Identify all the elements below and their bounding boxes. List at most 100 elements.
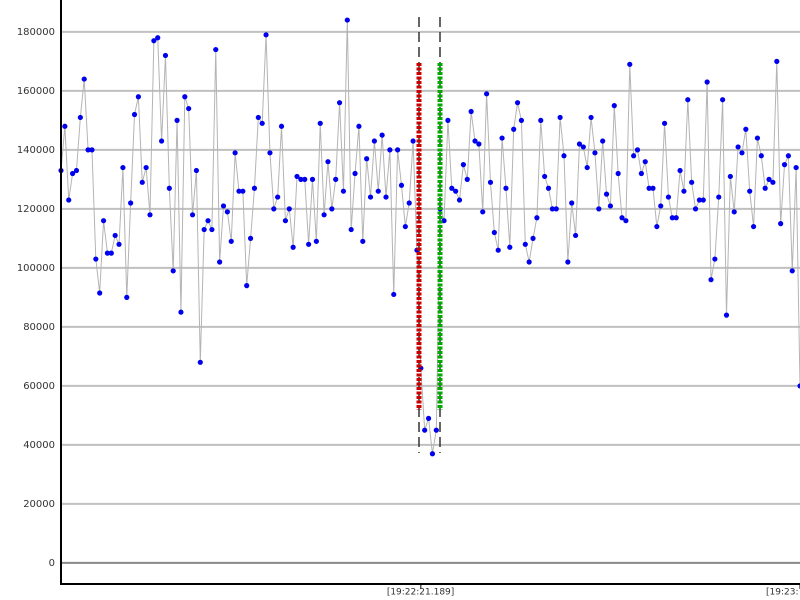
data-point [778,221,784,227]
data-point [174,117,180,123]
data-point [596,206,602,212]
data-point [217,259,223,265]
data-point [743,126,749,132]
y-tick-label: 0 [49,558,55,569]
series-line [60,20,800,454]
data-point [623,218,629,224]
data-point [731,209,737,215]
data-point [534,215,540,221]
data-point [661,120,668,126]
data-point [306,241,312,247]
data-point [348,226,354,233]
data-point [669,215,675,221]
y-tick-label: 180000 [17,27,55,38]
data-point [244,282,250,289]
data-point [425,415,432,421]
data-point [572,232,579,239]
data-point [232,150,238,156]
data-point [286,206,292,212]
data-point [224,209,230,215]
data-point [81,76,87,82]
data-point [108,250,114,256]
data-point [754,135,761,141]
data-point [205,218,211,224]
data-point [395,147,401,153]
data-point [97,290,103,296]
data-point [112,232,118,239]
data-point [712,256,718,262]
data-point [723,312,730,318]
data-point [344,17,350,23]
y-tick-label: 20000 [23,499,55,510]
data-point [294,173,300,180]
data-point [507,244,513,250]
data-point [317,120,323,126]
data-point [514,100,521,106]
data-point [700,197,706,203]
data-point [646,185,652,191]
data-point [131,111,138,118]
data-point [785,153,791,159]
data-point [441,218,447,224]
data-point [480,209,486,215]
data-point [654,223,660,230]
data-point [545,185,552,191]
data-point [100,218,107,224]
data-point [282,218,289,224]
x-tick-label: [19:22:21.189] [387,588,454,598]
data-point [209,226,215,233]
data-point [89,147,95,153]
data-point [615,170,621,177]
data-point [487,179,494,185]
data-point [692,206,699,212]
y-tick-label: 40000 [23,440,55,451]
data-point [553,206,559,212]
data-point [170,268,176,274]
data-point [735,144,741,150]
data-point [542,173,548,180]
data-point [155,35,161,41]
data-point [642,159,648,165]
data-point [182,94,188,100]
data-point [677,167,683,174]
data-point [391,291,397,298]
data-point [178,309,184,315]
data-point [503,185,509,191]
data-point [189,212,196,218]
data-point [460,162,466,168]
data-point [580,144,586,150]
data-point [290,244,296,250]
data-point [781,162,788,168]
data-point [631,153,637,159]
y-tick-label: 100000 [17,263,55,274]
data-point [495,247,501,253]
data-point [321,212,327,218]
data-point [750,223,757,230]
data-point [364,156,370,162]
data-point [135,94,141,100]
data-point [619,215,625,221]
y-tick-label: 160000 [17,86,55,97]
data-point [433,427,439,433]
data-point [70,170,76,177]
data-point [464,176,470,182]
data-point [193,167,200,174]
data-point [561,153,567,159]
data-point [410,138,416,144]
data-point [468,108,474,115]
data-point [770,179,776,185]
data-point [638,170,644,177]
data-point [406,200,412,206]
data-point [747,188,753,194]
data-point [104,250,111,256]
data-point [367,194,374,200]
data-point [151,38,157,44]
data-point [530,235,536,241]
data-point [379,132,385,138]
data-point [762,185,768,191]
data-point [708,277,714,283]
data-point [658,203,664,209]
data-point [611,103,617,109]
data-point [340,188,347,194]
data-point [352,170,358,177]
